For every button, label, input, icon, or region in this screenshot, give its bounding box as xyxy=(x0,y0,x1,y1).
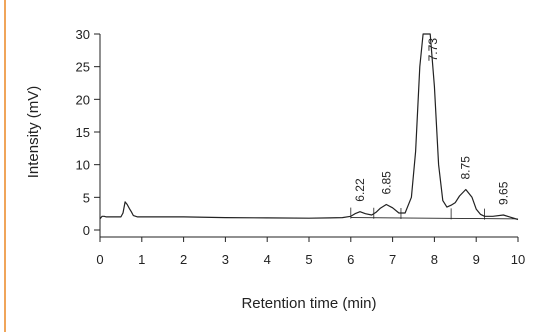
x-tick-label: 3 xyxy=(222,252,229,267)
signal-trace xyxy=(99,33,519,221)
y-axis-label: Intensity (mV) xyxy=(25,86,42,179)
y-tick-label: 25 xyxy=(76,60,90,75)
x-tick-label: 0 xyxy=(96,252,103,267)
x-tick-label: 6 xyxy=(347,252,354,267)
x-tick-label: 5 xyxy=(305,252,312,267)
peak-label: 8.75 xyxy=(459,156,473,180)
integration-baseline xyxy=(350,217,519,220)
x-tick-label: 8 xyxy=(431,252,438,267)
x-tick-label: 4 xyxy=(264,252,271,267)
x-axis-label: Retention time (min) xyxy=(241,295,376,312)
x-tick-label: 10 xyxy=(511,252,525,267)
accent-border xyxy=(4,0,6,332)
peak-label: 6.22 xyxy=(353,178,367,202)
plot-area: 0 5 10 15 20 25 30 0 1 2 3 4 5 6 7 8 9 10 6.22 6.85 7.73 8.75… xyxy=(76,27,526,267)
y-tick-label: 30 xyxy=(76,27,90,42)
x-tick-label: 1 xyxy=(138,252,145,267)
peak-label: 7.73 xyxy=(426,38,440,62)
y-tick-label: 0 xyxy=(83,223,90,238)
x-tick-label: 9 xyxy=(473,252,480,267)
x-tick-label: 7 xyxy=(389,252,396,267)
y-tick-label: 5 xyxy=(83,190,90,205)
y-tick-label: 20 xyxy=(76,92,90,107)
y-tick-label: 10 xyxy=(76,158,90,173)
peak-label: 9.65 xyxy=(496,181,510,205)
x-tick-label: 2 xyxy=(180,252,187,267)
peak-label: 6.85 xyxy=(379,171,393,195)
y-tick-label: 15 xyxy=(76,125,90,140)
